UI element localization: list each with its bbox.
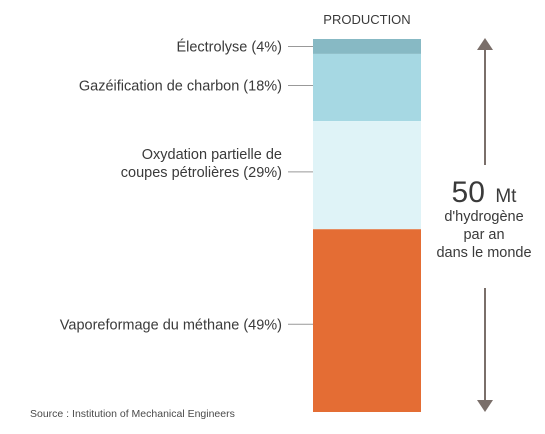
category-labels: Électrolyse (4%) Gazéification de charbon… xyxy=(60,38,282,333)
bar-segment xyxy=(313,229,421,412)
category-label: Électrolyse (4%) xyxy=(176,38,282,55)
source-note: Source : Institution of Mechanical Engin… xyxy=(30,408,235,420)
chart-header: PRODUCTION xyxy=(323,12,410,27)
arrow-up-icon xyxy=(477,38,493,50)
total-value-line: 50 Mt xyxy=(452,176,518,209)
bar-segment xyxy=(313,39,421,54)
category-label: Vaporeformage du méthane (49%) xyxy=(60,317,282,333)
arrow-down-icon xyxy=(477,400,493,412)
stacked-bar xyxy=(313,39,421,412)
leader-lines xyxy=(288,45,313,325)
total-arrow xyxy=(477,38,493,412)
total-caption-line-3: dans le monde xyxy=(436,245,531,261)
category-label: Gazéification de charbon (18%) xyxy=(79,78,282,94)
bar-segment xyxy=(313,53,421,122)
category-label: Oxydation partielle de xyxy=(142,147,282,163)
bar-segment xyxy=(313,121,421,230)
total-caption-line-1: d'hydrogène xyxy=(444,209,523,225)
total-unit: Mt xyxy=(495,186,517,207)
total-value: 50 xyxy=(452,176,485,209)
total-caption-line-2: par an xyxy=(463,227,504,243)
category-label: coupes pétrolières (29%) xyxy=(121,165,282,181)
